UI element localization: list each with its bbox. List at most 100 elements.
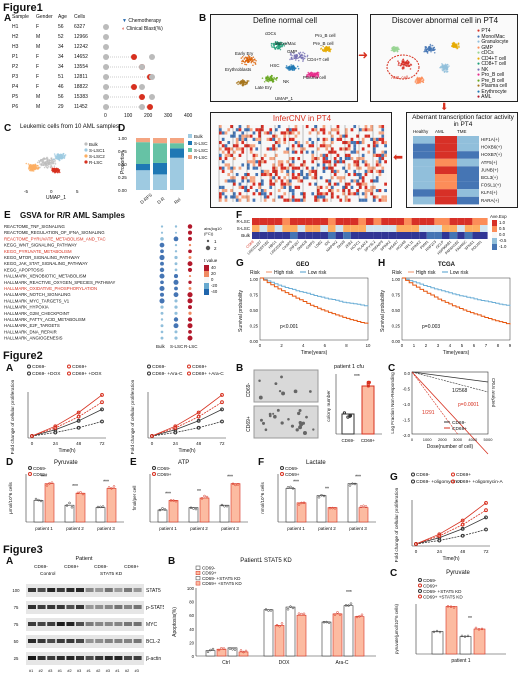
cnv-cell <box>219 147 222 151</box>
blot-strip <box>26 618 144 631</box>
cnv-cell <box>356 131 359 135</box>
legend-marker <box>67 364 71 369</box>
bar <box>64 504 75 523</box>
cnv-cell <box>219 128 222 132</box>
cnv-cell <box>241 125 245 129</box>
tf-cell <box>435 189 457 197</box>
cnv-cell <box>322 198 326 202</box>
colony <box>264 428 268 432</box>
axis-tick: 1 <box>413 343 416 348</box>
heat-cell <box>434 232 442 239</box>
sample-cell: 52 <box>58 34 64 41</box>
group-label: patient 3 <box>97 526 115 531</box>
cnv-cell <box>336 160 340 164</box>
cnv-cell <box>269 160 273 164</box>
umap-point <box>452 43 455 46</box>
data-point <box>289 605 292 608</box>
cnv-cell <box>317 189 320 193</box>
cnv-cell <box>331 141 334 145</box>
cnv-cell <box>347 176 351 180</box>
cnv-cell <box>353 157 357 161</box>
cnv-cell <box>244 192 247 196</box>
cnv-cell <box>221 153 225 157</box>
cnv-cell <box>317 179 320 183</box>
cnv-cell <box>322 125 326 129</box>
colony <box>298 409 302 413</box>
stack-segment <box>136 164 150 171</box>
cnv-cell <box>233 147 236 151</box>
cnv-cell <box>230 147 233 151</box>
cnv-cell <box>311 157 315 161</box>
heat-cell <box>259 218 268 225</box>
cnv-cell <box>286 182 289 186</box>
cnv-cell <box>280 182 284 186</box>
cnv-cell <box>314 166 317 170</box>
cnv-cell <box>345 185 348 189</box>
cnv-cell <box>359 163 362 167</box>
cnv-cell <box>249 176 253 180</box>
umap-point <box>46 167 49 169</box>
cnv-cell <box>238 169 242 173</box>
cnv-cell <box>328 153 331 157</box>
heat-cell <box>252 232 260 239</box>
data-point <box>349 602 353 605</box>
cnv-cell <box>370 163 373 167</box>
colony <box>312 428 315 431</box>
cnv-cell <box>233 166 236 170</box>
cnv-cell <box>233 169 236 173</box>
axis-tick: 0 <box>411 437 414 442</box>
cnv-cell <box>249 166 253 170</box>
cnv-cell <box>339 125 343 129</box>
cnv-cell <box>317 150 320 154</box>
umap-point <box>300 55 302 57</box>
cnv-cell <box>319 185 323 189</box>
cnv-cell <box>339 157 343 161</box>
cnv-cell <box>249 192 253 196</box>
axis-tick: 0.00 <box>118 188 127 193</box>
cnv-cell <box>303 173 306 177</box>
umap-label: GMP <box>287 49 297 54</box>
limiting-dilution-plot: 1/25681/291p=0.0001CD69-CD69+0.0-0.5-1.0… <box>390 371 496 455</box>
cnv-cell <box>249 153 253 157</box>
cnv-cell <box>261 195 264 199</box>
cnv-cell <box>311 182 315 186</box>
umap-point <box>247 56 249 59</box>
cnv-cell <box>286 144 289 148</box>
cnv-cell <box>367 131 371 135</box>
cnv-cell <box>384 131 387 135</box>
umap-point <box>237 80 240 83</box>
cnv-cell <box>224 176 228 180</box>
cnv-cell <box>227 128 231 132</box>
color-swatch <box>204 283 209 289</box>
cnv-cell <box>244 147 247 151</box>
cnv-cell <box>269 128 273 132</box>
cnv-cell <box>263 185 267 189</box>
cnv-cell <box>230 176 233 180</box>
data-point <box>194 507 198 511</box>
sig-mark: *** <box>346 590 352 596</box>
cnv-cell <box>305 157 309 161</box>
cnv-cell <box>367 160 371 164</box>
pathway-label: REACTOME_TNF_SIGNALING <box>4 224 65 229</box>
axis-tick: 1.00 <box>392 277 401 282</box>
arrow-right-icon: ➜ <box>358 48 369 62</box>
umap-point <box>246 82 248 84</box>
axis-label: nmol/10^6 cells <box>260 482 265 514</box>
sample-cell: 12811 <box>74 74 88 81</box>
cnv-cell <box>238 137 242 141</box>
cnv-cell <box>311 131 315 135</box>
cnv-cell <box>247 173 250 177</box>
cnv-cell <box>319 137 323 141</box>
cnv-cell <box>261 150 264 154</box>
cnv-cell <box>233 163 236 167</box>
cnv-cell <box>247 125 250 129</box>
cnv-cell <box>297 144 301 148</box>
cnv-cell <box>308 179 312 183</box>
axis-tick: 200 <box>144 113 153 119</box>
cnv-cell <box>373 189 376 193</box>
heat-cell <box>259 225 268 232</box>
cnv-cell <box>233 153 236 157</box>
cnv-cell <box>305 166 309 170</box>
umap-point <box>426 48 429 51</box>
tf-label: HIF1A(+) <box>481 137 500 142</box>
